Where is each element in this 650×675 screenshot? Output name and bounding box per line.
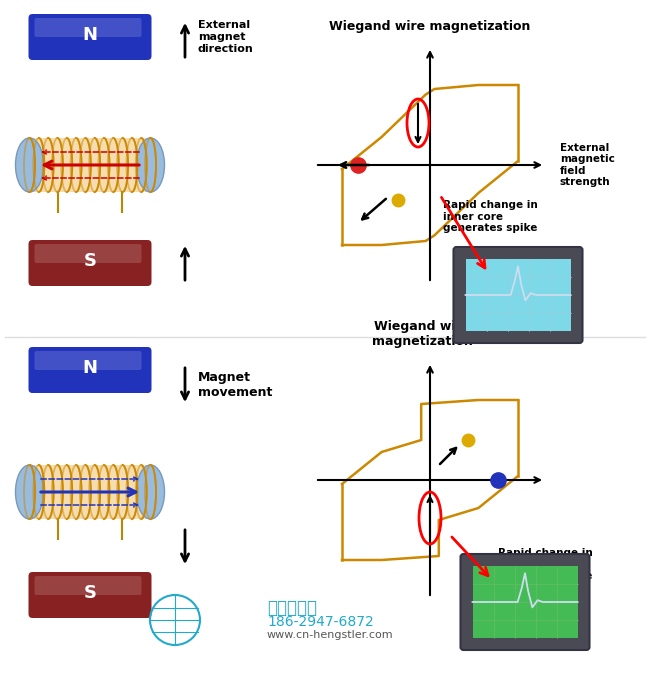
Text: Wiegand wire
magnetization: Wiegand wire magnetization [372,320,473,348]
FancyBboxPatch shape [454,247,582,343]
Ellipse shape [16,138,44,192]
Ellipse shape [16,465,44,519]
FancyBboxPatch shape [460,554,590,650]
Text: 西安德伍拓: 西安德伍拓 [267,599,317,617]
Text: Rapid change in
inner core
generates spike: Rapid change in inner core generates spi… [498,548,593,581]
Ellipse shape [136,138,164,192]
Text: N: N [83,359,98,377]
Text: External
magnetic
field
strength: External magnetic field strength [560,142,615,188]
FancyBboxPatch shape [29,240,151,286]
FancyBboxPatch shape [34,351,142,370]
Bar [465,259,571,331]
FancyBboxPatch shape [34,244,142,263]
Text: Rapid change in
inner core
generates spike: Rapid change in inner core generates spi… [443,200,538,233]
Text: S: S [83,584,96,602]
Text: Magnet
movement: Magnet movement [198,371,272,399]
Text: External
magnet
direction: External magnet direction [198,20,254,53]
Text: 186-2947-6872: 186-2947-6872 [267,615,374,629]
Text: Wiegand wire magnetization: Wiegand wire magnetization [330,20,530,33]
FancyBboxPatch shape [29,347,151,393]
Bar [473,566,577,638]
FancyBboxPatch shape [34,18,142,37]
FancyBboxPatch shape [29,572,151,618]
Text: S: S [83,252,96,270]
FancyBboxPatch shape [34,576,142,595]
Text: www.cn-hengstler.com: www.cn-hengstler.com [267,630,394,640]
Bar [29,465,151,519]
Ellipse shape [136,465,164,519]
FancyBboxPatch shape [29,14,151,60]
Bar [29,138,151,192]
Text: N: N [83,26,98,44]
